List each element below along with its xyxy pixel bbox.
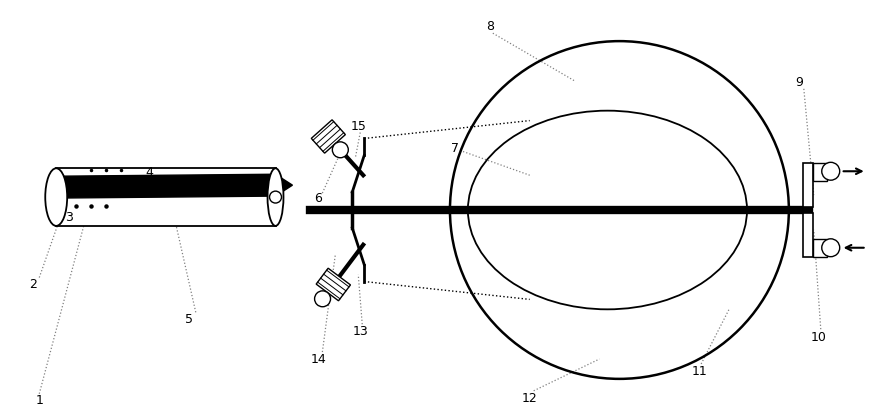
- Circle shape: [822, 239, 839, 257]
- Text: 8: 8: [486, 20, 494, 33]
- Text: 11: 11: [691, 365, 707, 378]
- Text: 10: 10: [811, 331, 826, 344]
- Circle shape: [822, 162, 839, 180]
- Text: 9: 9: [795, 76, 803, 89]
- Bar: [56, 168, 275, 226]
- Text: 13: 13: [352, 325, 368, 338]
- Bar: [803, 163, 813, 207]
- Polygon shape: [56, 174, 293, 198]
- Text: 4: 4: [145, 166, 153, 179]
- Polygon shape: [316, 268, 350, 301]
- Text: 5: 5: [185, 313, 193, 326]
- Polygon shape: [311, 120, 345, 153]
- Text: 14: 14: [310, 352, 326, 365]
- Text: 7: 7: [451, 142, 459, 155]
- Circle shape: [315, 291, 330, 307]
- Text: 6: 6: [315, 191, 322, 204]
- Bar: [813, 163, 826, 181]
- Bar: [803, 213, 813, 257]
- Text: 1: 1: [36, 394, 43, 407]
- Ellipse shape: [45, 168, 67, 226]
- Text: 2: 2: [30, 278, 37, 291]
- Text: 12: 12: [521, 392, 538, 405]
- Bar: [813, 239, 826, 257]
- Circle shape: [332, 142, 348, 158]
- Text: 15: 15: [350, 120, 366, 133]
- Circle shape: [269, 191, 282, 203]
- Text: 3: 3: [65, 212, 73, 225]
- Ellipse shape: [268, 168, 283, 226]
